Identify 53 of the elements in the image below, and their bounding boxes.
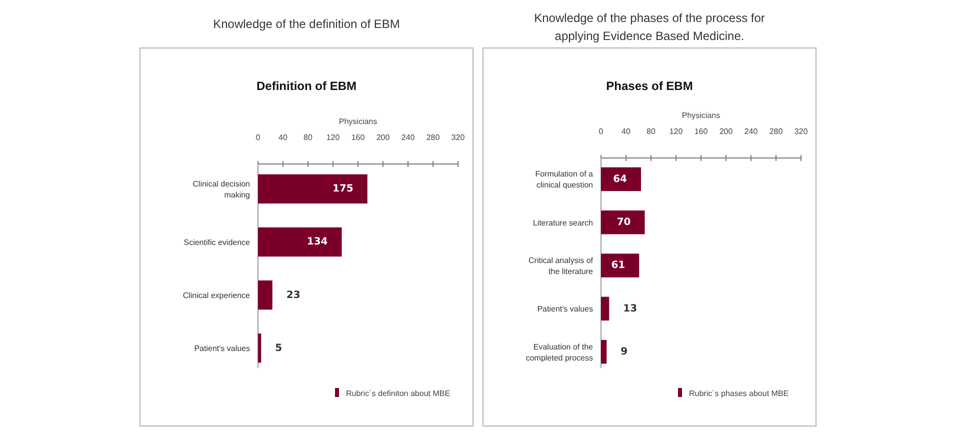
- x-tick-label: 40: [278, 133, 288, 142]
- legend-label: Rubric´s phases about MBE: [689, 389, 789, 398]
- x-tick-label: 320: [794, 127, 808, 136]
- bar: [601, 340, 607, 364]
- chart-title: Knowledge of the definition of EBM: [213, 17, 400, 31]
- data-label: 175: [332, 184, 354, 195]
- x-tick-label: 160: [351, 133, 366, 142]
- data-label: 64: [613, 174, 628, 185]
- x-tick-label: 240: [401, 133, 416, 142]
- x-tick-label: 80: [646, 127, 656, 136]
- x-tick-label: 120: [326, 133, 340, 142]
- bar: [601, 210, 645, 234]
- data-label: 23: [286, 290, 300, 301]
- legend-label: Rubric´s definiton about MBE: [346, 389, 450, 398]
- x-tick-label: 320: [451, 133, 466, 142]
- chart-title: Knowledge of the phases of the process for applying Evidence Based Medicine.: [534, 11, 765, 43]
- data-label: 9: [620, 346, 628, 358]
- bar: [601, 254, 640, 278]
- y-tick-label: Formulation of a clinical question: [535, 170, 594, 190]
- x-tick-label: 280: [426, 133, 440, 142]
- y-tick-label: Patient's values: [194, 344, 250, 354]
- y-tick-label: Clinical decision making: [192, 179, 250, 200]
- x-tick-label: 280: [769, 127, 784, 136]
- y-tick-label: Literature search: [532, 218, 593, 228]
- y-tick-label: Evaluation of the completed process: [526, 342, 594, 362]
- x-tick-label: 120: [669, 127, 684, 136]
- data-label: 134: [306, 236, 328, 248]
- bar: [258, 174, 368, 204]
- x-tick-label: 0: [256, 133, 261, 142]
- chart-subtitle: Phases of EBM: [606, 79, 693, 93]
- data-label: 5: [275, 342, 282, 354]
- bar: [601, 167, 641, 192]
- x-tick-label: 0: [598, 127, 604, 136]
- y-tick-label: Patient's values: [537, 304, 593, 314]
- chart-subtitle: Definition of EBM: [256, 79, 356, 93]
- x-tick-label: 200: [376, 133, 390, 142]
- data-label: 70: [616, 217, 631, 228]
- x-tick-label: 160: [694, 127, 708, 136]
- data-label: 61: [611, 260, 626, 272]
- x-axis-title: Physicians: [682, 111, 720, 120]
- y-tick-label: Scientific evidence: [184, 238, 251, 247]
- x-tick-label: 40: [622, 127, 631, 136]
- x-axis-title: Physicians: [338, 117, 378, 126]
- y-tick-label: Clinical experience: [182, 291, 251, 300]
- bar: [258, 280, 272, 310]
- x-tick-label: 200: [719, 127, 734, 136]
- y-tick-label: Critical analysis of the literature: [528, 256, 594, 276]
- bar: [258, 334, 262, 363]
- bar: [258, 227, 342, 257]
- data-label: 13: [623, 303, 638, 314]
- bar: [601, 296, 610, 321]
- x-tick-label: 240: [744, 127, 758, 136]
- x-tick-label: 80: [304, 133, 313, 142]
